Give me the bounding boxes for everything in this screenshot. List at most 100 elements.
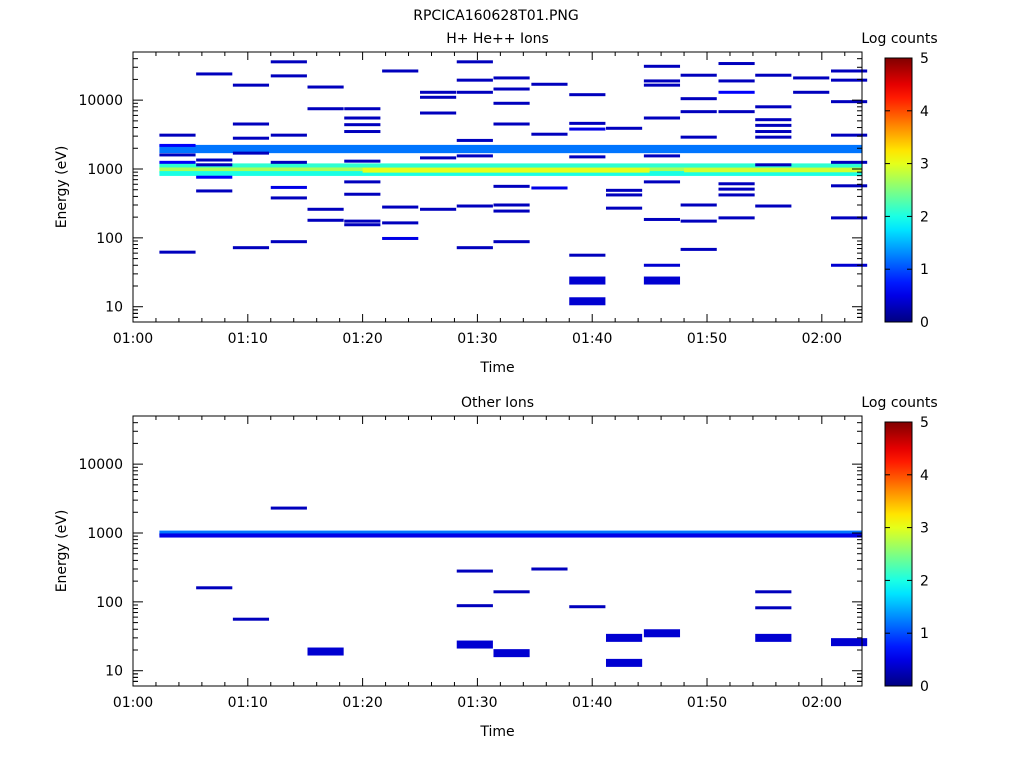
- chart-panel-2: Other Ions 01:00 01:10 01:20 01:30 01:40 01:50…: [54, 395, 938, 740]
- spectrogram-sample: [382, 205, 419, 209]
- spectrogram-sample: [196, 175, 233, 179]
- x-tick-label: 01:20: [342, 695, 382, 711]
- spectrogram-sample: [569, 297, 606, 306]
- spectrogram-sample: [531, 567, 568, 571]
- spectrogram-sample: [755, 633, 792, 642]
- spectrogram-sample: [718, 110, 755, 114]
- spectrogram-sample: [755, 130, 792, 134]
- colorbar-tick-label: 5: [920, 51, 929, 67]
- spectrogram-sample: [831, 263, 868, 267]
- spectrogram-sample: [718, 182, 755, 186]
- plot-frame: [132, 51, 863, 323]
- x-tick-label: 01:00: [113, 331, 153, 347]
- y-axis-label: Energy (eV): [54, 146, 70, 229]
- spectrogram-sample: [643, 180, 681, 184]
- spectrogram-sample: [755, 204, 792, 208]
- spectrogram-sample: [344, 180, 381, 184]
- spectrogram-sample: [159, 160, 196, 164]
- y-tick-label: 1000: [87, 162, 123, 178]
- spectrogram-sample: [344, 219, 381, 223]
- spectrogram-sample: [456, 640, 493, 649]
- spectrogram-sample: [270, 160, 307, 164]
- spectrogram-sample: [232, 151, 270, 155]
- x-axis-label: Time: [479, 724, 514, 740]
- chart-panel-1: H+ He++ Ions 01:00 01:10 01:20 01:30 01:40 01:…: [54, 31, 938, 376]
- spectrogram-sample: [270, 60, 307, 64]
- spectrogram-sample: [755, 118, 792, 122]
- spectrogram-sample: [196, 586, 233, 590]
- spectrogram-sample: [755, 135, 792, 139]
- colorbar-tick-label: 4: [920, 468, 929, 484]
- spectrogram-band: [159, 144, 862, 154]
- panel-title: H+ He++ Ions: [446, 31, 549, 47]
- spectrogram-sample: [643, 116, 681, 120]
- spectrogram-sample: [344, 192, 381, 196]
- spectrogram-sample: [493, 240, 530, 244]
- spectrogram-sample: [793, 90, 830, 94]
- x-tick-label: 02:00: [802, 331, 842, 347]
- spectrogram-sample: [493, 590, 530, 594]
- colorbar-tick-label: 4: [920, 104, 929, 120]
- spectrogram-sample: [718, 216, 755, 220]
- x-tick-label: 02:00: [802, 695, 842, 711]
- spectrogram-band: [362, 167, 650, 173]
- spectrogram-sample: [382, 236, 419, 240]
- colorbar: [884, 421, 913, 687]
- spectrogram-sample: [755, 105, 792, 109]
- spectrogram-sample: [605, 633, 643, 642]
- spectrogram-sample: [232, 136, 270, 140]
- y-axis-label: Energy (eV): [54, 510, 70, 593]
- plot-frame: [132, 415, 863, 687]
- spectrogram-sample: [493, 76, 530, 80]
- spectrogram-sample: [680, 135, 717, 139]
- spectrogram-sample: [680, 247, 717, 251]
- spectrogram-sample: [196, 158, 233, 162]
- x-tick-label: 01:10: [228, 695, 268, 711]
- spectrogram-sample: [270, 133, 307, 137]
- spectrogram-sample: [643, 79, 681, 83]
- spectrogram-sample: [569, 93, 606, 97]
- spectrogram-sample: [531, 82, 568, 86]
- figure-title: RPCICA160628T01.PNG: [413, 8, 578, 24]
- spectrogram-sample: [270, 506, 307, 510]
- spectrogram-sample: [605, 188, 643, 192]
- spectrogram-sample: [307, 85, 344, 89]
- spectrogram-sample: [831, 638, 868, 647]
- spectrogram-sample: [643, 629, 681, 638]
- spectrogram-sample: [569, 253, 606, 257]
- spectrogram-sample: [270, 74, 307, 78]
- spectrogram-sample: [344, 130, 381, 134]
- x-tick-label: 01:40: [572, 331, 612, 347]
- spectrogram-sample: [270, 185, 307, 189]
- x-tick-label: 01:30: [457, 331, 497, 347]
- y-tick-label: 100: [96, 595, 123, 611]
- spectrogram-sample: [643, 217, 681, 221]
- spectrogram-sample: [493, 209, 530, 213]
- spectrogram-sample: [344, 123, 381, 127]
- x-axis-label: Time: [479, 360, 514, 376]
- spectrogram-sample: [456, 154, 493, 158]
- spectrogram-sample: [831, 133, 868, 137]
- spectrogram-sample: [456, 569, 493, 573]
- spectrogram-sample: [493, 87, 530, 91]
- colorbar-tick-label: 0: [920, 315, 929, 331]
- spectrogram-sample: [755, 123, 792, 127]
- x-tick-label: 01:50: [687, 331, 727, 347]
- x-tick-label: 01:00: [113, 695, 153, 711]
- panel-title: Other Ions: [461, 395, 534, 411]
- y-tick-label: 100: [96, 231, 123, 247]
- spectrogram-sample: [643, 64, 681, 68]
- y-tick-label: 10: [105, 664, 123, 680]
- spectrogram-sample: [605, 206, 643, 210]
- x-tick-label: 01:50: [687, 695, 727, 711]
- spectrogram-sample: [307, 218, 344, 222]
- spectrogram-sample: [718, 193, 755, 197]
- spectrogram-sample: [605, 658, 643, 667]
- spectrogram-sample: [493, 122, 530, 126]
- spectrogram-sample: [307, 207, 344, 211]
- spectrogram-sample: [680, 110, 717, 114]
- spectrogram-sample: [493, 203, 530, 207]
- spectrogram-sample: [159, 143, 196, 147]
- colorbar-tick-label: 1: [920, 626, 929, 642]
